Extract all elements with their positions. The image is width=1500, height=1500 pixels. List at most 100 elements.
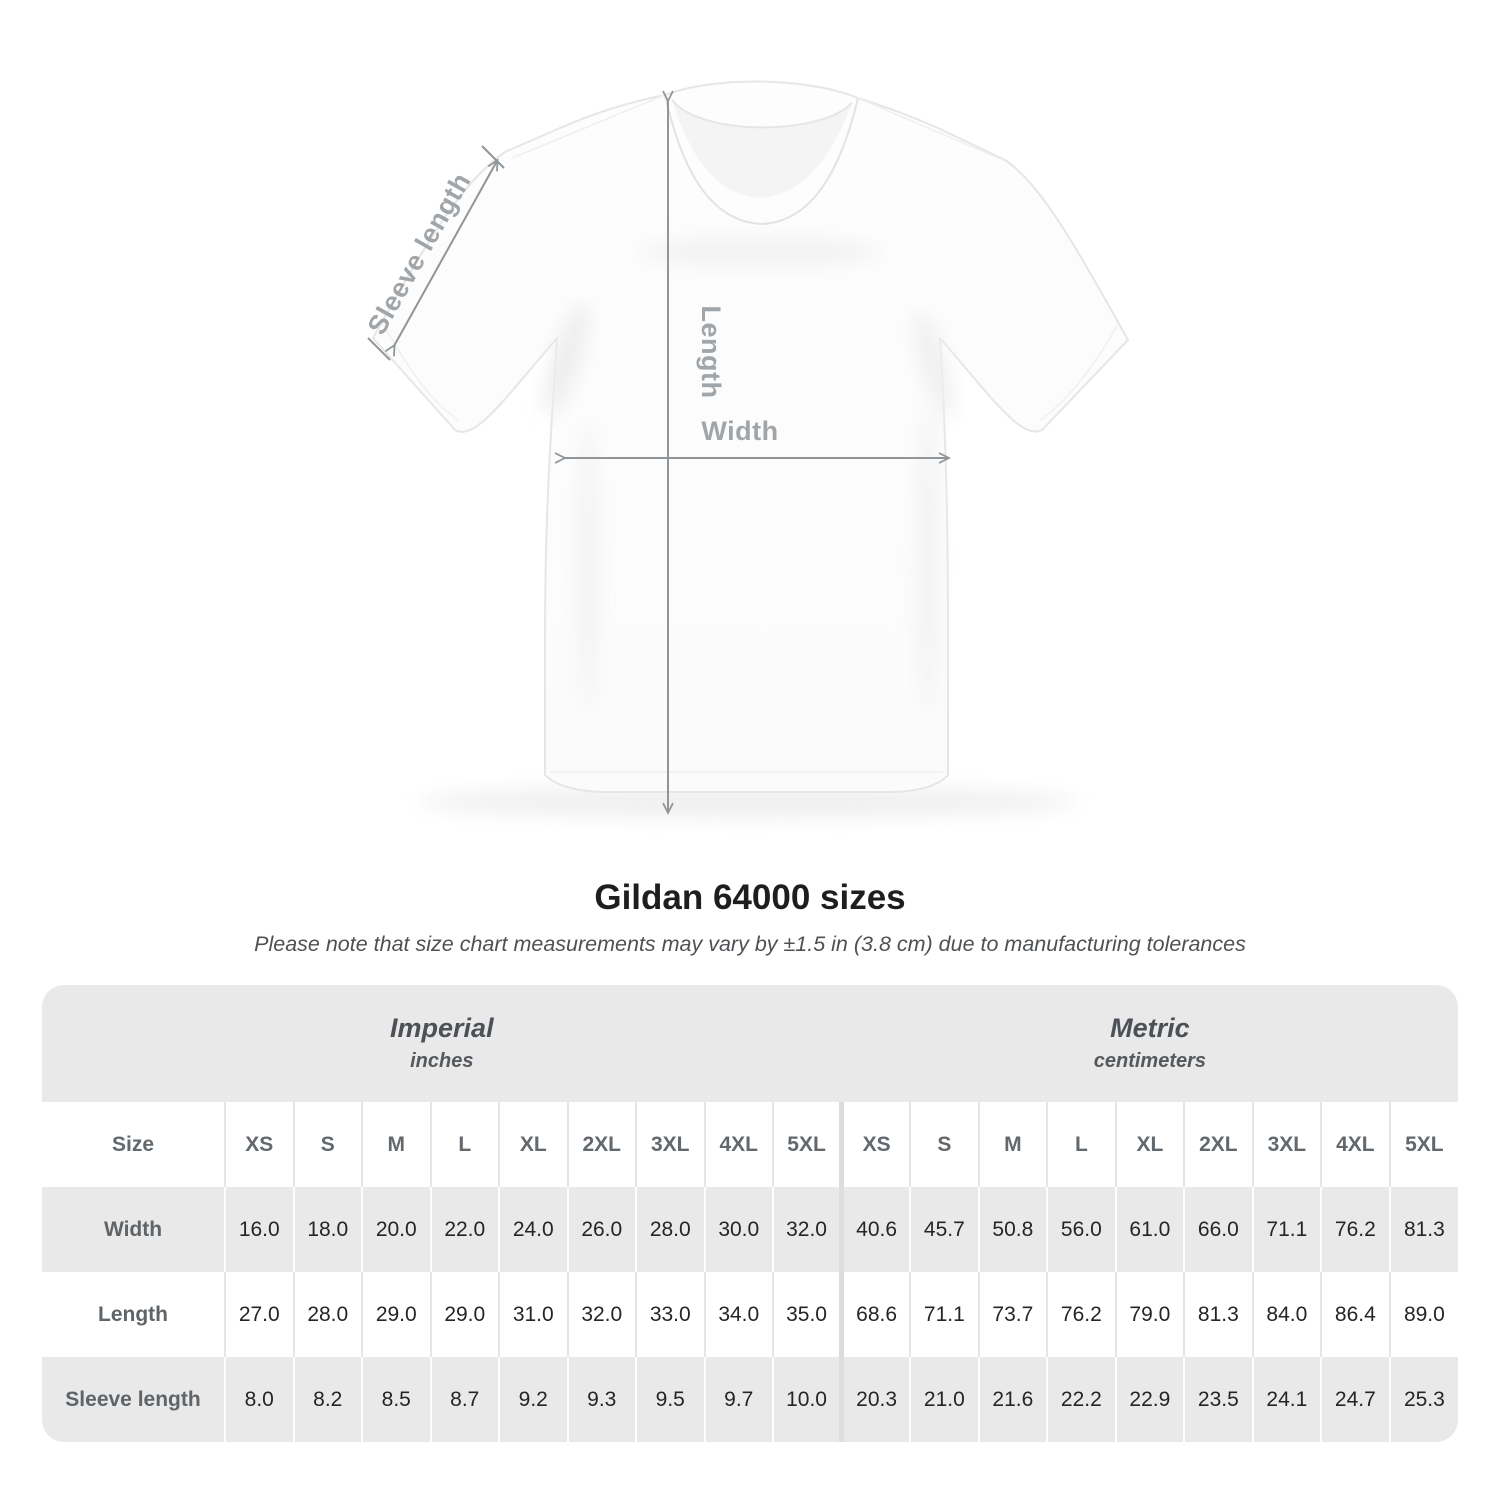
units-header-row: Imperial inches Metric centimeters [42, 985, 1458, 1102]
length-imperial-value: 33.0 [635, 1272, 705, 1357]
sleeve-imperial-value: 9.2 [498, 1357, 568, 1442]
col-header-imperial-m: M [361, 1102, 431, 1187]
sleeve-imperial-value: 8.0 [224, 1357, 294, 1442]
col-header-metric-5xl: 5XL [1388, 1102, 1458, 1187]
imperial-title: Imperial [390, 1012, 494, 1043]
tshirt-diagram: Length Width Sleeve length [362, 80, 1129, 818]
row-label-width: Width [103, 1217, 163, 1241]
length-imperial-value: 35.0 [772, 1272, 842, 1357]
length-imperial-value: 27.0 [224, 1272, 294, 1357]
width-metric-value: 56.0 [1046, 1187, 1116, 1272]
width-imperial-value: 16.0 [224, 1187, 294, 1272]
width-metric-value: 61.0 [1114, 1187, 1185, 1272]
metric-header: Metric centimeters [841, 985, 1458, 1102]
col-header-metric-3xl: 3XL [1251, 1102, 1322, 1187]
tshirt-shading [544, 236, 954, 710]
col-header-metric-xs: XS [839, 1102, 911, 1187]
sleeve-imperial-value: 8.7 [429, 1357, 499, 1442]
length-imperial-value: 34.0 [703, 1272, 773, 1357]
page-title: Gildan 64000 sizes [594, 878, 906, 917]
length-label: Length [696, 306, 726, 399]
row-label-sleeve-length: Sleeve length [65, 1387, 201, 1411]
length-imperial-value: 31.0 [498, 1272, 568, 1357]
collar-opening [672, 100, 852, 198]
width-metric-value: 50.8 [977, 1187, 1048, 1272]
width-imperial-value: 20.0 [361, 1187, 431, 1272]
sleeve-metric-value: 21.6 [977, 1357, 1048, 1442]
width-metric-value: 81.3 [1388, 1187, 1458, 1272]
width-metric-value: 71.1 [1251, 1187, 1322, 1272]
length-metric-value: 86.4 [1320, 1272, 1390, 1357]
length-imperial-value: 29.0 [361, 1272, 431, 1357]
sleeve-metric-value: 21.0 [909, 1357, 979, 1442]
row-label-length: Length [98, 1302, 168, 1326]
col-header-imperial-4xl: 4XL [703, 1102, 773, 1187]
length-metric-value: 76.2 [1046, 1272, 1116, 1357]
tshirt-image [372, 80, 1129, 793]
col-header-imperial-5xl: 5XL [772, 1102, 842, 1187]
width-metric-value: 45.7 [909, 1187, 979, 1272]
sleeve-metric-value: 25.3 [1388, 1357, 1458, 1442]
length-imperial-value: 29.0 [429, 1272, 499, 1357]
length-imperial-value: 32.0 [566, 1272, 636, 1357]
size-header-row: Size XS S M L XL 2XL 3XL 4XL 5XL XS S M … [42, 1102, 1458, 1187]
col-header-metric-2xl: 2XL [1183, 1102, 1253, 1187]
width-imperial-value: 18.0 [292, 1187, 362, 1272]
sleeve-metric-value: 22.2 [1046, 1357, 1116, 1442]
sleeve-metric-value: 22.9 [1114, 1357, 1185, 1442]
col-header-imperial-xl: XL [498, 1102, 568, 1187]
length-row: Length 27.0 28.0 29.0 29.0 31.0 32.0 33.… [42, 1272, 1458, 1357]
size-table: Imperial inches Metric centimeters Size … [42, 985, 1458, 1442]
metric-title: Metric [1110, 1012, 1190, 1043]
width-imperial-value: 26.0 [566, 1187, 636, 1272]
col-header-metric-l: L [1046, 1102, 1116, 1187]
size-table-grid: Imperial inches Metric centimeters Size … [42, 985, 1458, 1442]
col-header-metric-m: M [977, 1102, 1048, 1187]
sleeve-length-row: Sleeve length 8.0 8.2 8.5 8.7 9.2 9.3 9.… [42, 1357, 1458, 1442]
col-header-metric-s: S [909, 1102, 979, 1187]
sleeve-metric-value: 23.5 [1183, 1357, 1253, 1442]
width-metric-value: 76.2 [1320, 1187, 1390, 1272]
length-metric-value: 68.6 [839, 1272, 911, 1357]
sleeve-metric-value: 20.3 [839, 1357, 911, 1442]
length-imperial-value: 28.0 [292, 1272, 362, 1357]
col-header-imperial-l: L [429, 1102, 499, 1187]
width-label: Width [701, 416, 778, 446]
imperial-subtitle: inches [410, 1050, 474, 1073]
sleeve-imperial-value: 9.7 [703, 1357, 773, 1442]
col-header-metric-xl: XL [1114, 1102, 1185, 1187]
width-imperial-value: 30.0 [703, 1187, 773, 1272]
imperial-header: Imperial inches [42, 985, 842, 1102]
sleeve-metric-value: 24.7 [1320, 1357, 1390, 1442]
width-imperial-value: 32.0 [772, 1187, 842, 1272]
sleeve-length-arrow [367, 145, 505, 361]
length-metric-value: 84.0 [1251, 1272, 1322, 1357]
sleeve-imperial-value: 10.0 [772, 1357, 842, 1442]
col-header-imperial-3xl: 3XL [635, 1102, 705, 1187]
tshirt-diagram-svg: Length Width Sleeve length [362, 80, 1129, 818]
length-metric-value: 73.7 [977, 1272, 1048, 1357]
sleeve-imperial-value: 8.5 [361, 1357, 431, 1442]
length-metric-value: 81.3 [1183, 1272, 1253, 1357]
sleeve-imperial-value: 9.5 [635, 1357, 705, 1442]
length-metric-value: 71.1 [909, 1272, 979, 1357]
width-imperial-value: 28.0 [635, 1187, 705, 1272]
width-imperial-value: 24.0 [498, 1187, 568, 1272]
width-metric-value: 40.6 [839, 1187, 911, 1272]
sleeve-imperial-value: 8.2 [292, 1357, 362, 1442]
metric-subtitle: centimeters [1093, 1050, 1207, 1073]
sleeve-imperial-value: 9.3 [566, 1357, 636, 1442]
tolerance-note: Please note that size chart measurements… [254, 932, 1246, 956]
width-imperial-value: 22.0 [429, 1187, 499, 1272]
sleeve-metric-value: 24.1 [1251, 1357, 1322, 1442]
tshirt-shadow [418, 786, 1078, 818]
col-header-imperial-s: S [292, 1102, 362, 1187]
length-metric-value: 89.0 [1388, 1272, 1458, 1357]
col-header-metric-4xl: 4XL [1320, 1102, 1390, 1187]
col-header-imperial-xs: XS [224, 1102, 294, 1187]
col-header-imperial-2xl: 2XL [566, 1102, 636, 1187]
size-corner-label: Size [111, 1132, 155, 1156]
length-metric-value: 79.0 [1114, 1272, 1185, 1357]
width-row: Width 16.0 18.0 20.0 22.0 24.0 26.0 28.0… [42, 1187, 1458, 1272]
